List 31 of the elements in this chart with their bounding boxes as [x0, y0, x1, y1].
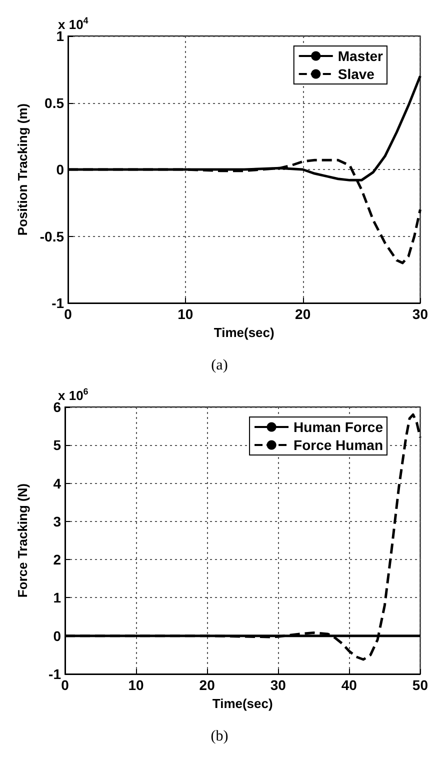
x-tick-label: 10 — [178, 306, 194, 322]
y-tick-label: 0 — [56, 162, 64, 178]
x-tick-label: 20 — [295, 306, 311, 322]
text: (a) — [211, 358, 228, 374]
y-axis-title: Force Tracking (N) — [15, 483, 30, 598]
text: (b) — [210, 728, 228, 744]
y-tick-label: 1 — [53, 590, 62, 606]
y-tick-label: -1 — [48, 666, 62, 682]
x-tick-label: 50 — [412, 677, 428, 693]
legend-label: Master — [338, 48, 384, 64]
y-tick-label: 3 — [53, 513, 62, 530]
x-tick-label: 40 — [341, 677, 358, 693]
legend-label: Slave — [338, 66, 375, 82]
legend-label: Human Force — [294, 419, 384, 435]
x-tick-label: 30 — [412, 306, 428, 322]
x-tick-label: 30 — [270, 677, 286, 693]
legend-label: Force Human — [294, 437, 384, 453]
y-tick-label: 2 — [53, 552, 62, 568]
x-axis-title: Time(sec) — [214, 324, 274, 340]
y-tick-label: 5 — [53, 437, 62, 454]
y-tick-label: -1 — [52, 295, 64, 311]
y-tick-label: 1 — [56, 28, 64, 44]
y-axis-title: Position Tracking (m) — [15, 103, 30, 236]
y-tick-label: 0 — [53, 628, 62, 644]
y-tick-label: -0.5 — [40, 228, 64, 244]
y-tick-label: 0.5 — [44, 94, 64, 111]
y-tick-label: 4 — [53, 475, 62, 492]
y-tick-label: 6 — [53, 399, 62, 415]
x-tick-label: 10 — [128, 677, 144, 693]
x-tick-label: 20 — [199, 677, 216, 693]
x-axis-title: Time(sec) — [212, 696, 273, 711]
